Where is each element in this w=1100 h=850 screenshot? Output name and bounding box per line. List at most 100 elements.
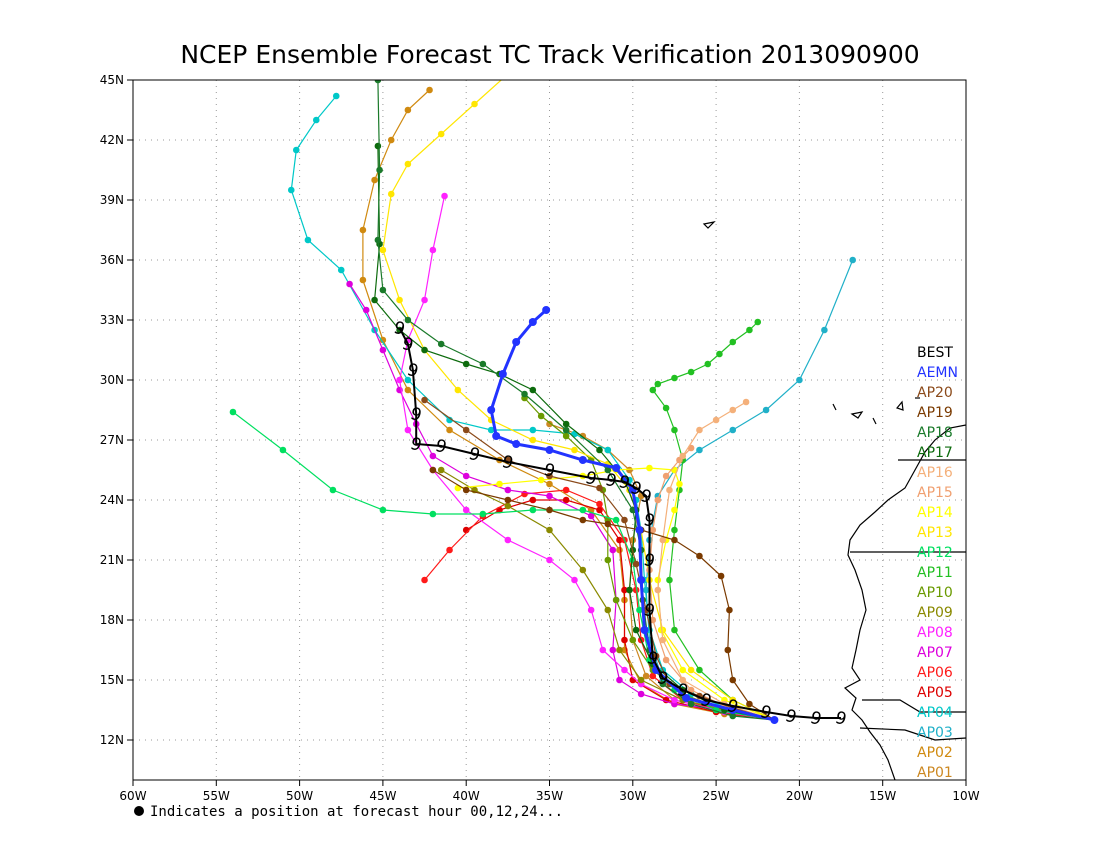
- track-line: [290, 95, 775, 721]
- track-point: [229, 408, 237, 416]
- track-point: [546, 556, 553, 564]
- legend-entry: AP11: [917, 565, 953, 581]
- track-point: [359, 276, 367, 284]
- track-point: [404, 376, 412, 384]
- x-tick-label: 60W: [119, 789, 146, 803]
- track-point: [446, 426, 453, 434]
- track-point: [498, 370, 507, 378]
- track-point: [362, 306, 370, 314]
- track-point: [337, 266, 345, 274]
- track-point: [312, 116, 320, 124]
- track-point: [404, 426, 412, 434]
- legend-entry: AP13: [917, 525, 953, 541]
- track-point: [437, 340, 445, 348]
- track-point: [374, 142, 382, 150]
- track-point: [629, 636, 637, 644]
- track-point: [629, 536, 637, 544]
- track-point: [562, 426, 570, 434]
- legend-entry: AP18: [917, 425, 953, 441]
- track-point: [304, 236, 312, 244]
- hurricane-symbol: 9: [391, 318, 407, 340]
- hurricane-symbol: 9: [655, 668, 671, 690]
- hurricane-symbol: 9: [433, 436, 449, 458]
- track-point: [659, 636, 667, 644]
- track-point: [421, 346, 428, 354]
- track-point: [537, 412, 545, 420]
- track-point: [529, 426, 537, 434]
- hurricane-symbol: 9: [758, 702, 774, 724]
- x-tick-label: 40W: [453, 789, 480, 803]
- track-point: [429, 466, 437, 474]
- track-point: [579, 566, 587, 574]
- track-point: [637, 576, 646, 584]
- track-point: [379, 286, 387, 294]
- track-point: [746, 700, 753, 708]
- footnote: Indicates a position at forecast hour 00…: [150, 804, 563, 820]
- track-point: [649, 526, 657, 534]
- track-point: [528, 318, 537, 326]
- track-point: [446, 546, 453, 554]
- x-tick-label: 55W: [203, 789, 230, 803]
- legend-entry: AP16: [917, 465, 953, 481]
- track-point: [687, 700, 695, 708]
- hurricane-symbol: 9: [583, 468, 599, 490]
- track-point: [579, 506, 587, 514]
- track-point: [546, 526, 553, 534]
- track-point: [287, 186, 295, 194]
- track-point: [729, 338, 737, 346]
- track-point: [671, 506, 678, 514]
- track-point: [632, 560, 640, 568]
- track-point: [371, 296, 378, 304]
- hurricane-symbol: 9: [603, 470, 619, 492]
- track-point: [637, 676, 645, 684]
- track-point: [505, 71, 512, 78]
- track-point: [504, 502, 512, 510]
- track-point: [545, 446, 554, 454]
- track-point: [292, 146, 300, 154]
- track-point: [726, 606, 733, 614]
- x-tick-label: 30W: [619, 789, 646, 803]
- track-point: [729, 406, 737, 414]
- hurricane-symbol: 9: [698, 690, 714, 712]
- track-point: [329, 486, 337, 494]
- track-point: [462, 360, 470, 368]
- track-point: [599, 646, 607, 654]
- legend-entry: AP20: [917, 385, 953, 401]
- track-point: [604, 466, 612, 474]
- track-point: [529, 436, 537, 444]
- track-point: [640, 626, 649, 634]
- y-tick-label: 42N: [100, 133, 124, 147]
- track-point: [546, 480, 553, 488]
- border-line: [859, 727, 966, 741]
- track-point: [404, 316, 412, 324]
- track-point: [462, 426, 470, 434]
- track-point: [637, 690, 645, 698]
- hurricane-symbol: 9: [641, 510, 657, 532]
- track-point: [379, 336, 387, 344]
- track-point: [616, 676, 623, 684]
- track-point: [596, 484, 603, 492]
- track-point: [724, 646, 732, 654]
- legend-entry: AP14: [917, 505, 953, 521]
- track-point: [849, 256, 857, 264]
- hurricane-symbol: 9: [616, 472, 632, 494]
- track-line: [398, 327, 841, 719]
- track-point: [374, 236, 382, 244]
- legend-entry: AP08: [917, 625, 953, 641]
- track-point: [379, 506, 387, 514]
- track-point: [635, 526, 644, 534]
- track-point: [659, 680, 667, 688]
- track-point: [359, 226, 367, 234]
- track-point: [604, 556, 612, 564]
- track-point: [421, 396, 428, 404]
- track-point: [728, 706, 737, 714]
- track-line: [349, 283, 775, 721]
- track-point: [671, 536, 678, 544]
- track-point: [429, 510, 437, 518]
- track-point: [642, 672, 650, 680]
- track-point: [462, 506, 470, 514]
- hurricane-symbol: 9: [641, 550, 657, 572]
- legend-entry: BEST: [917, 345, 953, 361]
- track-point: [562, 432, 570, 440]
- hurricane-symbol: 9: [675, 680, 691, 702]
